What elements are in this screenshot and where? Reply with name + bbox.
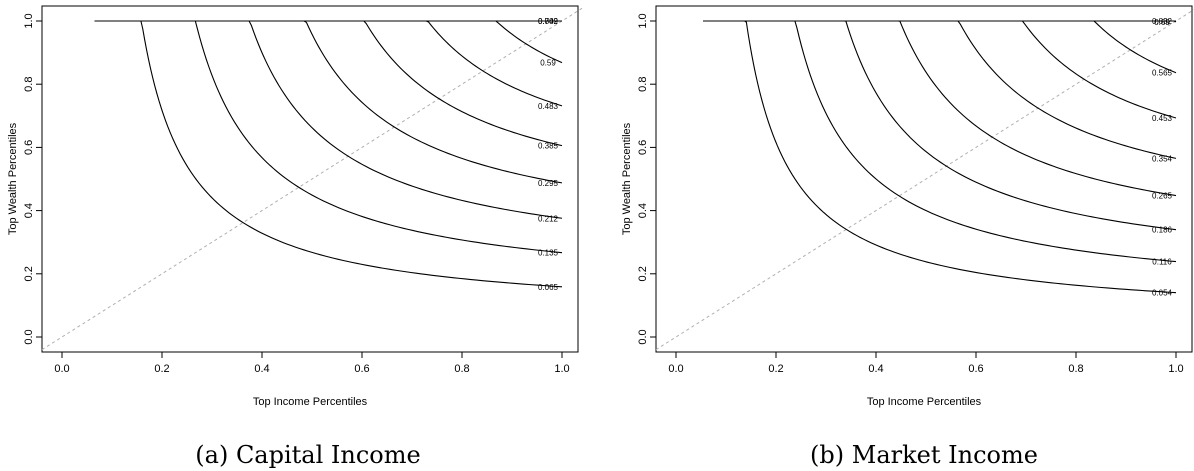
y-axis-title: Top Wealth Percentiles [621, 122, 633, 235]
x-tick-label: 1.0 [1168, 363, 1183, 375]
contour-lines: 0.0650.1350.2120.2950.3850.4830.590.7090… [41, 7, 583, 351]
x-tick-label: 0.6 [968, 363, 983, 375]
contour-line [303, 20, 563, 107]
contour-level-label: 0.385 [538, 142, 559, 151]
y-tick-label: 1.0 [23, 13, 35, 28]
contour-level-label: 0.265 [1152, 192, 1173, 201]
x-tick-label: 0.6 [354, 363, 369, 375]
contour-line [734, 20, 1177, 263]
contour-level-label: 0.832 [1152, 17, 1173, 26]
x-tick-label: 0.0 [54, 363, 69, 375]
contour-level-label: 0.065 [538, 283, 559, 292]
contour-line [808, 20, 1177, 197]
contour-line [703, 20, 1177, 294]
contour-line [958, 20, 1177, 74]
x-tick-label: 0.2 [154, 363, 169, 375]
x-axis-title: Top Income Percentiles [867, 396, 982, 408]
contour-level-label: 0.354 [1152, 154, 1173, 163]
contour-level-label: 0.116 [1152, 258, 1172, 267]
y-tick-label: 0.0 [637, 329, 649, 344]
contour-level-label: 0.842 [538, 17, 559, 26]
contour-line [769, 20, 1177, 231]
x-axis-title: Top Income Percentiles [253, 396, 368, 408]
contour-level-label: 0.565 [1152, 69, 1173, 78]
y-tick-label: 0.2 [23, 266, 35, 281]
x-tick-label: 1.0 [554, 363, 569, 375]
y-tick-label: 0.0 [23, 329, 35, 344]
plot-frame [41, 5, 579, 353]
plot-frame [655, 5, 1193, 353]
contour-level-label: 0.295 [538, 179, 559, 188]
contour-line [94, 20, 563, 288]
y-axis: 0.0 0.2 0.4 0.6 0.8 1.0 [23, 13, 42, 345]
contour-line [168, 20, 563, 219]
y-tick-label: 0.8 [637, 77, 649, 92]
contour-level-label: 0.59 [540, 59, 556, 68]
contour-level-label: 0.483 [538, 102, 559, 111]
y-axis-title: Top Wealth Percentiles [7, 122, 19, 235]
panel-market-income: 0.0540.1160.1860.2650.3540.4530.5650.690… [621, 5, 1194, 469]
contour-lines: 0.054 0.116 0.186 0.265 0.354 0.453 0.565 0.690… [655, 9, 1194, 351]
y-tick-label: 1.0 [637, 13, 649, 28]
contour-level-label: 0.135 [538, 249, 559, 258]
x-tick-label: 0.2 [768, 363, 783, 375]
contour-line [254, 20, 563, 147]
contour-level-label: 0.69 [1154, 18, 1170, 27]
contour-line [902, 20, 1177, 119]
x-tick-label: 0.0 [668, 363, 683, 375]
x-tick-label: 0.8 [1068, 363, 1083, 375]
contour-line [357, 20, 563, 64]
y-tick-label: 0.4 [23, 203, 35, 218]
y-tick-label: 0.6 [23, 140, 35, 155]
diagonal-reference-line [41, 7, 583, 351]
y-tick-label: 0.2 [637, 266, 649, 281]
panel-caption: (b) Market Income [810, 441, 1038, 469]
panel-capital-income: 0.0650.1350.2120.2950.3850.4830.590.7090… [7, 5, 583, 469]
x-tick-label: 0.4 [254, 363, 269, 375]
contour-line [853, 20, 1177, 159]
contour-level-label: 0.186 [1152, 226, 1173, 235]
contour-level-label: 0.453 [1152, 114, 1173, 123]
x-tick-label: 0.4 [868, 363, 883, 375]
y-tick-label: 0.6 [637, 140, 649, 155]
y-tick-label: 0.4 [637, 203, 649, 218]
contour-level-label: 0.054 [1152, 289, 1173, 298]
contour-line [129, 20, 563, 254]
diagonal-reference-line [655, 9, 1194, 351]
contour-level-label: 0.212 [538, 214, 559, 223]
panel-caption: (a) Capital Income [195, 441, 420, 469]
y-tick-label: 0.8 [23, 77, 35, 92]
x-axis: 0.0 0.2 0.4 0.6 0.8 1.0 [668, 352, 1184, 375]
x-axis: 0.0 0.2 0.4 0.6 0.8 1.0 [54, 352, 570, 375]
y-axis: 0.0 0.2 0.4 0.6 0.8 1.0 [637, 13, 656, 345]
x-tick-label: 0.8 [454, 363, 469, 375]
